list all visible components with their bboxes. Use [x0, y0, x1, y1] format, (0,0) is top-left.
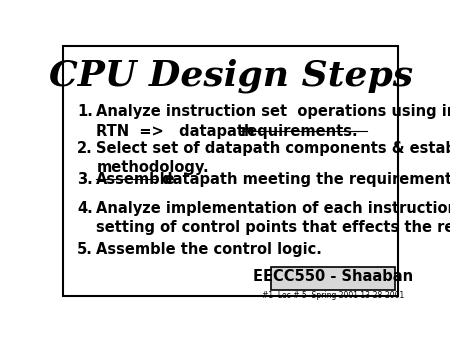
Text: Assemble: Assemble — [96, 172, 176, 187]
Text: Select set of datapath components & establish clock: Select set of datapath components & esta… — [96, 141, 450, 156]
Text: RTN  =>   datapath: RTN => datapath — [96, 124, 260, 139]
Text: Analyze instruction set  operations using independent: Analyze instruction set operations using… — [96, 104, 450, 119]
Text: Assemble the control logic.: Assemble the control logic. — [96, 242, 322, 257]
Text: 5.: 5. — [77, 242, 93, 257]
Text: 4.: 4. — [77, 201, 93, 216]
Text: 1.: 1. — [77, 104, 93, 119]
Text: requirements.: requirements. — [241, 124, 359, 139]
Text: setting of control points that effects the register transfer.: setting of control points that effects t… — [96, 220, 450, 235]
Text: methodology.: methodology. — [96, 160, 209, 175]
FancyBboxPatch shape — [63, 46, 398, 296]
Text: datapath meeting the requirements.: datapath meeting the requirements. — [157, 172, 450, 187]
Text: EECC550 - Shaaban: EECC550 - Shaaban — [252, 269, 413, 284]
Text: Analyze implementation of each instruction to determine: Analyze implementation of each instructi… — [96, 201, 450, 216]
Text: 3.: 3. — [77, 172, 93, 187]
Text: CPU Design Steps: CPU Design Steps — [49, 59, 413, 93]
FancyBboxPatch shape — [271, 267, 395, 290]
Text: 2.: 2. — [77, 141, 93, 156]
Text: #1  Lec # 5  Spring 2001 13-28-2001: #1 Lec # 5 Spring 2001 13-28-2001 — [261, 291, 404, 300]
